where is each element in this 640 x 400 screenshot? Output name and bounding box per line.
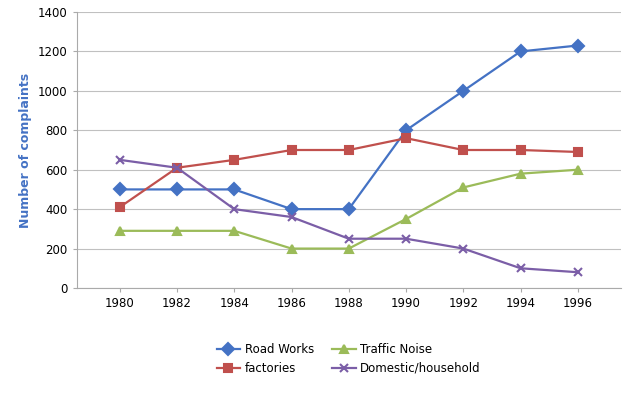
Domestic/household <box>345 236 353 241</box>
Domestic/household <box>173 165 181 170</box>
Road Works <box>402 128 410 133</box>
Traffic Noise <box>288 246 296 251</box>
Traffic Noise <box>173 228 181 233</box>
factories <box>516 148 524 152</box>
factories <box>345 148 353 152</box>
Traffic Noise <box>574 167 582 172</box>
factories <box>402 136 410 140</box>
Road Works <box>173 187 181 192</box>
Traffic Noise <box>116 228 124 233</box>
factories <box>288 148 296 152</box>
Road Works <box>574 43 582 48</box>
Traffic Noise <box>345 246 353 251</box>
Domestic/household <box>288 215 296 220</box>
Domestic/household <box>116 158 124 162</box>
factories <box>230 158 238 162</box>
Domestic/household <box>516 266 524 271</box>
factories <box>173 165 181 170</box>
factories <box>460 148 467 152</box>
Road Works <box>230 187 238 192</box>
Line: factories: factories <box>116 134 582 211</box>
factories <box>574 150 582 154</box>
factories <box>116 205 124 210</box>
Line: Traffic Noise: Traffic Noise <box>116 166 582 253</box>
Line: Road Works: Road Works <box>116 41 582 213</box>
Domestic/household <box>574 270 582 275</box>
Road Works <box>288 207 296 212</box>
Domestic/household <box>230 207 238 212</box>
Road Works <box>116 187 124 192</box>
Legend: Road Works, factories, Traffic Noise, Domestic/household: Road Works, factories, Traffic Noise, Do… <box>212 338 486 380</box>
Traffic Noise <box>402 217 410 222</box>
Line: Domestic/household: Domestic/household <box>116 156 582 276</box>
Y-axis label: Number of complaints: Number of complaints <box>19 72 33 228</box>
Domestic/household <box>460 246 467 251</box>
Road Works <box>516 49 524 54</box>
Domestic/household <box>402 236 410 241</box>
Road Works <box>345 207 353 212</box>
Traffic Noise <box>230 228 238 233</box>
Road Works <box>460 88 467 93</box>
Traffic Noise <box>516 171 524 176</box>
Traffic Noise <box>460 185 467 190</box>
